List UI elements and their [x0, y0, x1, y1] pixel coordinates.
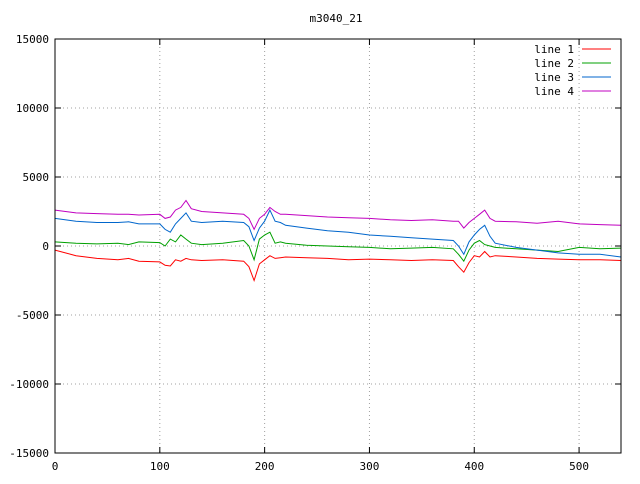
x-tick-label-3: 300: [360, 460, 380, 473]
y-tick-label-5: 10000: [16, 102, 49, 115]
series-line-2: [54, 231, 622, 263]
series-line-3: [54, 208, 622, 258]
x-tick-label-5: 500: [569, 460, 589, 473]
legend-label-3: line 3: [534, 71, 574, 84]
legend-label-1: line 1: [534, 43, 574, 56]
series-line-1: [54, 249, 622, 283]
y-tick-label-3: 0: [42, 240, 49, 253]
y-tick-label-6: 15000: [16, 33, 49, 46]
tick-layer: 0 100 200 300 400 500 -15000 -10000 -5000 0 5000 10…: [9, 33, 621, 473]
x-tick-label-1: 100: [150, 460, 170, 473]
series-layer: [54, 199, 622, 283]
y-tick-label-1: -10000: [9, 378, 49, 391]
x-tick-label-4: 400: [464, 460, 484, 473]
chart-title: m3040_21: [310, 12, 363, 25]
series-line-4: [54, 199, 622, 231]
y-tick-label-2: -5000: [16, 309, 49, 322]
grid-layer: [55, 39, 621, 453]
x-tick-label-2: 200: [255, 460, 275, 473]
legend-label-4: line 4: [534, 85, 574, 98]
y-tick-label-0: -15000: [9, 447, 49, 460]
x-tick-label-0: 0: [52, 460, 59, 473]
legend-label-2: line 2: [534, 57, 574, 70]
y-tick-label-4: 5000: [23, 171, 50, 184]
